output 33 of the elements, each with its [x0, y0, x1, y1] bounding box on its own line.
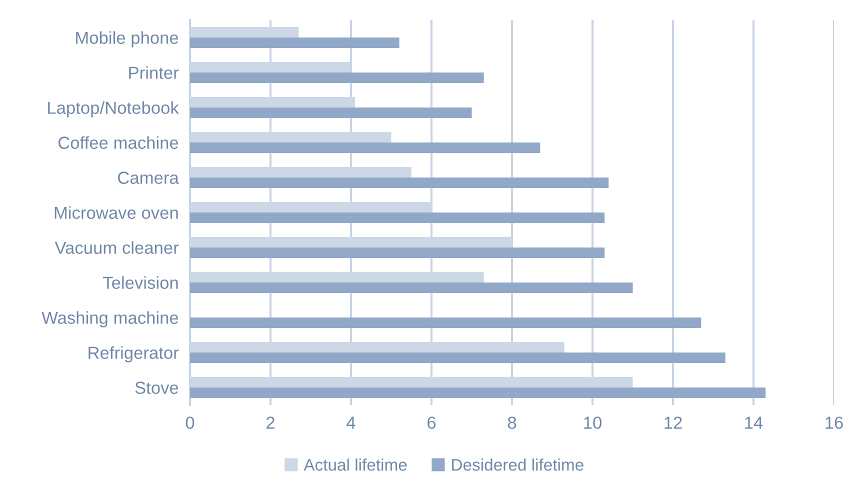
bar: [190, 248, 605, 258]
x-tick-label: 10: [584, 416, 602, 429]
y-tick-label: Printer: [129, 66, 179, 79]
y-tick-label: Vacuum cleaner: [54, 241, 179, 254]
y-tick-label: Laptop/Notebook: [48, 101, 179, 118]
bar: [190, 178, 609, 188]
bar: [190, 282, 633, 293]
x-tick-label: 6: [428, 416, 436, 429]
x-tick-label: 16: [826, 416, 843, 429]
bar: [190, 72, 484, 83]
y-tick-label: Microwave oven: [54, 206, 178, 219]
x-tick-label: 4: [346, 416, 356, 429]
y-tick-label: Stove: [135, 382, 178, 394]
y-tick-label: Coffee machine: [58, 136, 178, 149]
bar: [190, 318, 702, 328]
bar: [190, 142, 540, 153]
x-tick-label: 12: [664, 416, 682, 429]
y-tick-label: Camera: [118, 172, 179, 184]
bar: [190, 108, 472, 118]
y-tick-label: Mobile phone: [76, 31, 178, 48]
x-tick-label: 14: [745, 416, 763, 429]
x-tick-label: 0: [186, 416, 194, 429]
bar: [190, 212, 605, 223]
y-tick-label: Refrigerator: [88, 346, 179, 362]
legend-label: Actual lifetime: [304, 458, 407, 471]
x-tick-label: 2: [266, 416, 274, 429]
bar: [190, 38, 400, 48]
bar: [190, 388, 766, 398]
y-tick-label: Television: [103, 276, 178, 289]
legend-label: Desidered lifetime: [452, 458, 584, 471]
y-tick-label: Washing machine: [42, 311, 178, 328]
x-tick-label: 8: [508, 416, 516, 429]
bar: [190, 352, 726, 363]
